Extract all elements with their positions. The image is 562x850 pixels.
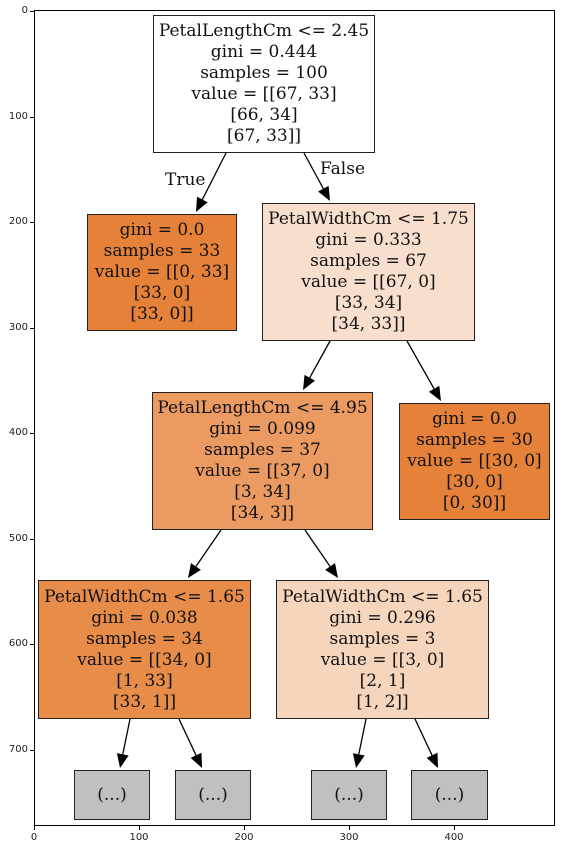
- node-line: value = [[3, 0]: [321, 650, 445, 671]
- tree-node-n1: gini = 0.0 samples = 33 value = [[0, 33] [3…: [87, 214, 237, 331]
- node-line: gini = 0.333: [315, 230, 421, 251]
- edge-label-false: False: [320, 159, 365, 179]
- tree-node-t4: (...): [411, 770, 488, 820]
- arrowhead-n2-n3: [303, 375, 315, 390]
- node-line: [34, 3]]: [231, 503, 294, 524]
- y-tick-label: 700: [4, 744, 28, 755]
- edge-n6-t3: [359, 719, 366, 754]
- node-line: PetalWidthCm <= 1.75: [268, 209, 469, 230]
- node-line: PetalLengthCm <= 2.45: [159, 21, 369, 42]
- node-line: gini = 0.444: [211, 42, 317, 63]
- node-line: value = [[0, 33]: [95, 262, 229, 283]
- node-line: (...): [334, 785, 363, 806]
- y-tick-mark: [30, 539, 34, 540]
- node-line: samples = 3: [330, 629, 436, 650]
- node-line: gini = 0.038: [91, 608, 197, 629]
- tree-node-root: PetalLengthCm <= 2.45 gini = 0.444 samples…: [153, 15, 375, 153]
- x-tick-label: 400: [439, 832, 469, 843]
- node-line: [33, 34]: [335, 293, 402, 314]
- y-tick-mark: [30, 644, 34, 645]
- x-tick-mark: [454, 826, 455, 830]
- node-line: [1, 33]: [116, 671, 173, 692]
- y-tick-mark: [30, 11, 34, 12]
- edge-label-true: True: [165, 170, 205, 190]
- x-tick-label: 100: [124, 832, 154, 843]
- tree-node-n5: PetalWidthCm <= 1.65 gini = 0.038 samples …: [38, 580, 251, 719]
- node-line: gini = 0.296: [329, 608, 435, 629]
- node-line: [66, 34]: [230, 105, 297, 126]
- edge-n2-n4: [407, 341, 434, 389]
- edge-root-n1: [202, 153, 226, 200]
- edge-n5-t2: [179, 719, 196, 755]
- node-line: gini = 0.0: [120, 220, 205, 241]
- node-line: value = [[67, 33]: [191, 84, 336, 105]
- arrowhead-n3-n5: [188, 563, 201, 578]
- edge-n5-t1: [123, 719, 130, 754]
- node-line: (...): [97, 785, 126, 806]
- arrowhead-n5-t1: [117, 753, 129, 768]
- node-line: samples = 37: [204, 440, 321, 461]
- node-line: gini = 0.099: [209, 419, 315, 440]
- y-tick-label: 0: [4, 5, 28, 16]
- node-line: PetalWidthCm <= 1.65: [282, 587, 483, 608]
- node-line: [67, 33]]: [227, 126, 301, 147]
- node-line: (...): [435, 785, 464, 806]
- node-line: [33, 0]: [134, 283, 191, 304]
- node-line: samples = 67: [310, 251, 427, 272]
- x-tick-label: 200: [229, 832, 259, 843]
- y-tick-label: 100: [4, 111, 28, 122]
- tree-node-t2: (...): [175, 770, 251, 820]
- arrowhead-root-n2: [318, 186, 330, 201]
- node-line: gini = 0.0: [432, 409, 517, 430]
- tree-node-n4: gini = 0.0 samples = 30 value = [[30, 0] [3…: [399, 403, 550, 520]
- node-line: [30, 0]: [446, 472, 503, 493]
- edge-n3-n6: [305, 530, 330, 566]
- y-tick-mark: [30, 222, 34, 223]
- node-line: value = [[67, 0]: [301, 272, 435, 293]
- x-tick-label: 300: [334, 832, 364, 843]
- y-tick-mark: [30, 433, 34, 434]
- edge-n3-n5: [196, 530, 221, 566]
- node-line: [34, 33]]: [332, 314, 406, 335]
- tree-node-n6: PetalWidthCm <= 1.65 gini = 0.296 samples …: [276, 580, 489, 719]
- y-tick-mark: [30, 328, 34, 329]
- y-tick-label: 500: [4, 533, 28, 544]
- node-line: [0, 30]]: [443, 493, 506, 514]
- node-line: value = [[30, 0]: [407, 451, 541, 472]
- node-line: [1, 2]]: [356, 692, 408, 713]
- node-line: [33, 1]]: [113, 692, 176, 713]
- node-line: samples = 34: [86, 629, 203, 650]
- node-line: [33, 0]]: [130, 304, 193, 325]
- y-tick-mark: [30, 750, 34, 751]
- x-tick-mark: [34, 826, 35, 830]
- tree-node-n3: PetalLengthCm <= 4.95 gini = 0.099 samples…: [152, 392, 373, 530]
- x-tick-mark: [139, 826, 140, 830]
- arrowhead-n2-n4: [429, 386, 441, 401]
- node-line: samples = 30: [416, 430, 533, 451]
- tree-node-t1: (...): [74, 770, 150, 820]
- x-tick-label: 0: [19, 832, 49, 843]
- tree-node-n2: PetalWidthCm <= 1.75 gini = 0.333 samples …: [262, 203, 475, 341]
- node-line: samples = 100: [200, 63, 328, 84]
- node-line: [3, 34]: [234, 482, 291, 503]
- y-tick-label: 600: [4, 638, 28, 649]
- tree-node-t3: (...): [311, 770, 387, 820]
- x-tick-mark: [349, 826, 350, 830]
- node-line: PetalLengthCm <= 4.95: [157, 398, 367, 419]
- edge-n2-n3: [310, 341, 330, 378]
- node-line: PetalWidthCm <= 1.65: [44, 587, 245, 608]
- node-line: (...): [198, 785, 227, 806]
- node-line: [2, 1]: [360, 671, 406, 692]
- x-tick-mark: [244, 826, 245, 830]
- y-tick-label: 300: [4, 322, 28, 333]
- y-tick-mark: [30, 117, 34, 118]
- arrowhead-n6-t3: [353, 753, 365, 768]
- arrowhead-n3-n6: [325, 563, 338, 578]
- y-tick-label: 200: [4, 216, 28, 227]
- edge-n6-t4: [415, 719, 432, 755]
- node-line: samples = 33: [104, 241, 221, 262]
- y-tick-label: 400: [4, 427, 28, 438]
- node-line: value = [[34, 0]: [77, 650, 211, 671]
- node-line: value = [[37, 0]: [195, 461, 329, 482]
